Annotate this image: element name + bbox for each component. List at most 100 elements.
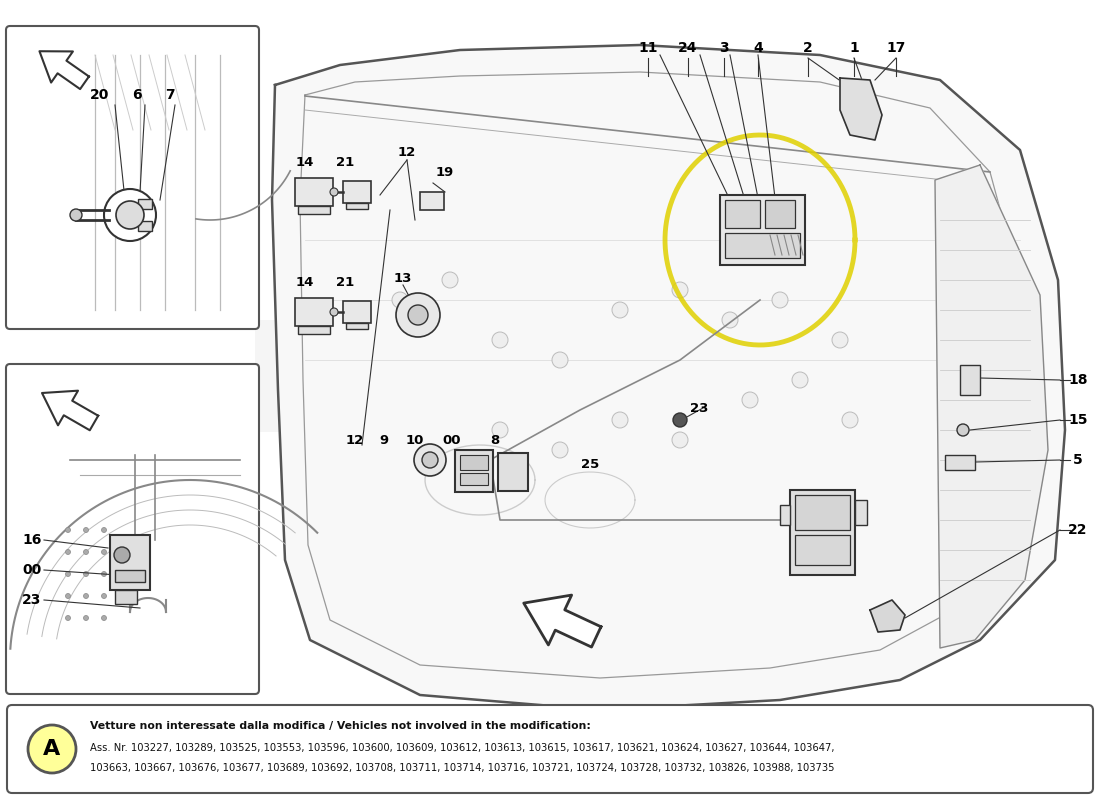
Bar [343,181,371,203]
Bar [460,455,488,470]
Polygon shape [840,78,882,140]
Circle shape [66,615,70,621]
Bar [420,192,444,210]
Circle shape [104,189,156,241]
Text: 13: 13 [394,271,412,285]
Circle shape [792,372,808,388]
Text: 5: 5 [1074,453,1082,467]
Text: 00: 00 [22,563,42,577]
Bar [116,590,138,604]
Text: 00: 00 [442,434,461,446]
Bar [346,203,368,209]
Bar [855,500,867,525]
Circle shape [101,615,107,621]
Text: PROFES: PROFES [241,315,920,465]
Text: 23: 23 [22,593,42,607]
Bar [460,473,488,485]
Circle shape [742,392,758,408]
Bar [725,200,760,228]
Circle shape [673,413,688,427]
Text: Vetture non interessate dalla modifica / Vehicles not involved in the modificati: Vetture non interessate dalla modifica /… [90,721,591,731]
Circle shape [330,188,338,196]
Text: passion for parts: passion for parts [408,432,712,528]
Polygon shape [935,165,1048,648]
FancyBboxPatch shape [7,705,1093,793]
Circle shape [66,571,70,577]
Bar [455,450,493,492]
Polygon shape [524,595,601,647]
Bar [780,505,790,525]
Bar [138,199,152,209]
Text: 19: 19 [436,166,454,178]
Circle shape [408,305,428,325]
Bar [110,535,150,590]
Bar [945,455,975,470]
Circle shape [101,550,107,554]
Circle shape [422,452,438,468]
Text: 22: 22 [1068,523,1088,537]
Text: 3: 3 [719,41,729,55]
Text: 24: 24 [679,41,697,55]
Circle shape [414,444,446,476]
Circle shape [722,312,738,328]
Polygon shape [42,390,98,430]
Circle shape [492,332,508,348]
Circle shape [672,432,688,448]
Text: 14: 14 [296,155,315,169]
Circle shape [396,293,440,337]
Circle shape [66,550,70,554]
Bar [346,323,368,329]
Text: 20: 20 [90,88,110,102]
Text: 18: 18 [1068,373,1088,387]
Bar [298,326,330,334]
Polygon shape [40,51,89,89]
Text: 12: 12 [398,146,416,158]
Circle shape [330,308,338,316]
Text: 10: 10 [406,434,425,446]
Bar [764,200,795,228]
Text: 8: 8 [491,434,499,446]
Bar [960,365,980,395]
Text: A: A [43,739,60,759]
Text: 4: 4 [754,41,763,55]
Text: 12: 12 [345,434,364,446]
Text: 1: 1 [849,41,859,55]
Circle shape [957,424,969,436]
Circle shape [612,412,628,428]
Bar [298,206,330,214]
Text: 6: 6 [132,88,142,102]
Circle shape [114,547,130,563]
Text: 25: 25 [581,458,600,471]
Circle shape [84,615,88,621]
Text: 11: 11 [638,41,658,55]
Circle shape [84,550,88,554]
Bar [720,195,805,265]
Circle shape [84,594,88,598]
Text: 15: 15 [1068,413,1088,427]
Text: 23: 23 [690,402,708,414]
Bar [498,453,528,491]
Text: 9: 9 [379,434,388,446]
Bar [795,535,850,565]
Text: 21: 21 [336,155,354,169]
Text: 21: 21 [336,275,354,289]
Circle shape [772,292,788,308]
Text: 2: 2 [803,41,813,55]
Bar [725,233,800,258]
Circle shape [842,412,858,428]
Circle shape [70,209,82,221]
Bar [343,301,371,323]
Text: 7: 7 [165,88,175,102]
Circle shape [442,272,458,288]
Bar [116,570,145,582]
Text: 17: 17 [887,41,905,55]
FancyBboxPatch shape [6,364,258,694]
Bar [295,298,333,326]
Circle shape [392,292,408,308]
Polygon shape [870,600,905,632]
Circle shape [552,352,568,368]
Polygon shape [272,45,1065,710]
Text: 103663, 103667, 103676, 103677, 103689, 103692, 103708, 103711, 103714, 103716, : 103663, 103667, 103676, 103677, 103689, … [90,763,835,773]
Circle shape [66,527,70,533]
FancyBboxPatch shape [6,26,258,329]
